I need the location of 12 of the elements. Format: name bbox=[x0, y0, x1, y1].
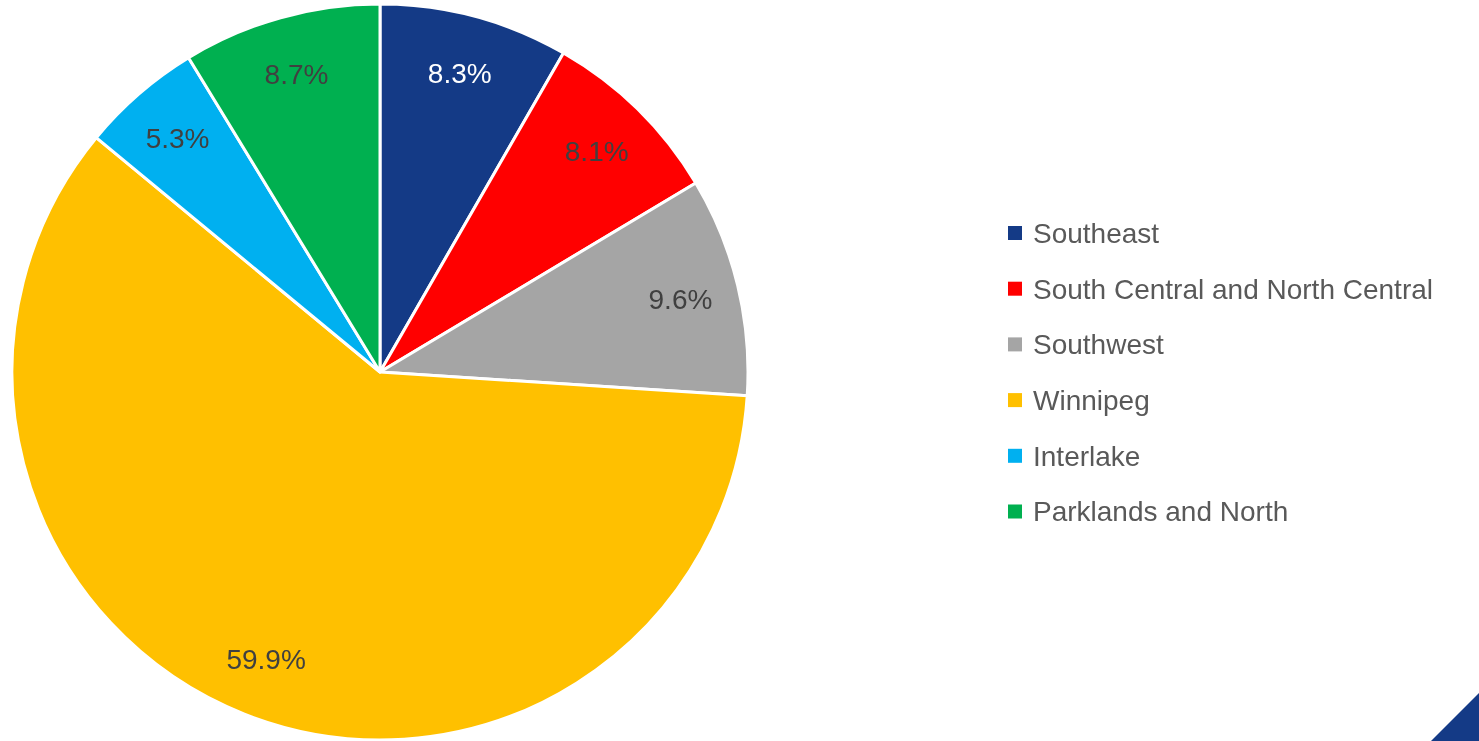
legend-label: Southwest bbox=[1033, 329, 1164, 361]
legend-label: Southeast bbox=[1033, 217, 1160, 249]
data-label: 9.6% bbox=[648, 284, 713, 316]
data-label: 8.1% bbox=[564, 136, 629, 168]
data-label: 8.7% bbox=[264, 59, 329, 91]
legend-label: Interlake bbox=[1033, 440, 1141, 472]
data-label: 59.9% bbox=[226, 644, 306, 676]
legend-label: South Central and North Central bbox=[1033, 273, 1433, 305]
legend-label: Parklands and North bbox=[1033, 496, 1289, 528]
data-label: 8.3% bbox=[427, 58, 492, 90]
legend-label: Winnipeg bbox=[1033, 384, 1150, 416]
data-label: 5.3% bbox=[145, 123, 210, 155]
